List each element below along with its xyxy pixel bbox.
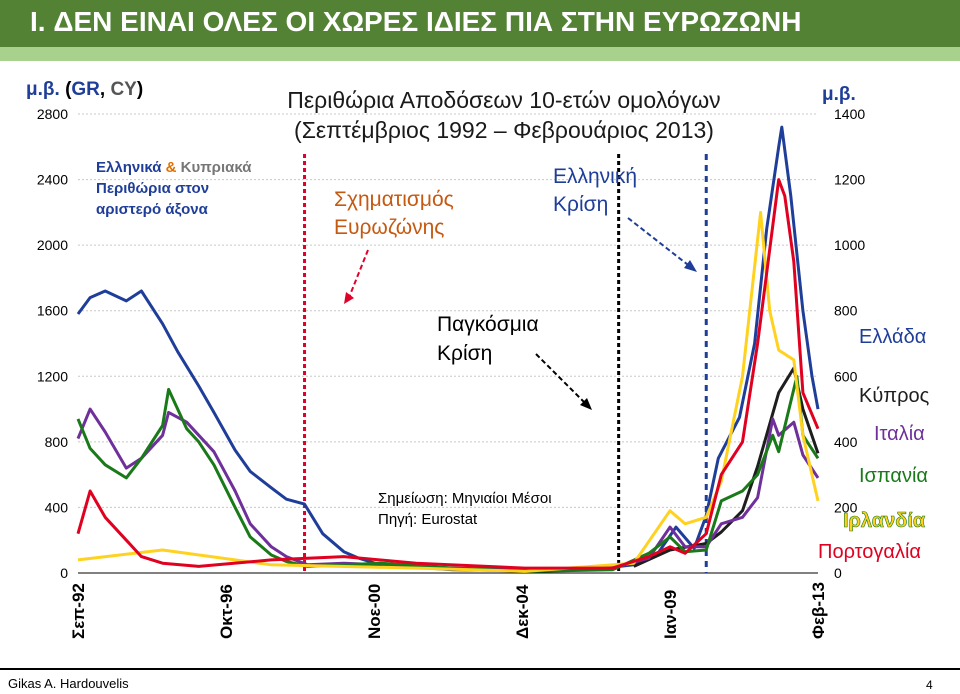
annotation-global-crisis: Παγκόσμια <box>437 313 539 336</box>
spread-chart: 2800240020001600120080040001400120010008… <box>26 79 930 639</box>
y-left-tick-label: 1200 <box>37 368 68 384</box>
left-axis-annotation-line2: Περιθώρια στον <box>96 180 209 197</box>
annotation-greek-crisis: Ελληνική <box>553 165 637 188</box>
legend-label: Πορτογαλία <box>818 541 921 563</box>
x-tick-label: Δεκ-04 <box>513 584 532 639</box>
y-left-tick-label: 0 <box>60 565 68 581</box>
annotation-arrow <box>627 217 693 269</box>
chart-subtitle: (Σεπτέμβριος 1992 – Φεβρουάριος 2013) <box>294 117 714 143</box>
annotation-global-crisis: Κρίση <box>437 342 492 365</box>
annotation-arrow <box>347 249 369 301</box>
annotation-greek-crisis: Κρίση <box>553 193 608 216</box>
series-line <box>76 178 820 570</box>
y-right-tick-label: 1200 <box>834 172 865 188</box>
y-right-tick-label: 600 <box>834 368 858 384</box>
annotation-arrow <box>535 353 587 405</box>
legend-label: Ιρλανδία <box>843 510 926 532</box>
annotation-euro-formation: Ευρωζώνης <box>334 216 444 239</box>
chart-title: Περιθώρια Αποδόσεων 10-ετών ομολόγων <box>287 87 720 113</box>
left-axis-annotation-line3: αριστερό άξονα <box>96 201 209 218</box>
y-left-tick-label: 1600 <box>37 303 68 319</box>
y-right-tick-label: 400 <box>834 434 858 450</box>
y-right-tick-label: 800 <box>834 303 858 319</box>
annotation-arrowhead <box>344 292 354 304</box>
legend-label: Ιταλία <box>874 423 925 445</box>
footer-divider <box>0 668 960 670</box>
left-axis-annotation-line1: Ελληνικά & Κυπριακά <box>96 159 252 176</box>
x-tick-label: Ιαν-09 <box>661 590 680 639</box>
y-right-tick-label: 0 <box>834 565 842 581</box>
y-left-tick-label: 400 <box>45 499 69 515</box>
legend-label: Ελλάδα <box>859 326 926 348</box>
y-right-tick-label: 200 <box>834 499 858 515</box>
right-axis-unit-note: μ.β. <box>822 84 856 105</box>
chart-note: Σημείωση: Μηνιαίοι Μέσοι <box>378 490 552 507</box>
series-line <box>77 210 820 573</box>
y-left-tick-label: 800 <box>45 434 69 450</box>
legend-label: Κύπρος <box>859 385 930 407</box>
annotation-euro-formation: Σχηματισμός <box>334 188 454 211</box>
x-tick-label: Φεβ-13 <box>809 582 828 639</box>
x-tick-label: Νοε-00 <box>365 584 384 639</box>
annotation-arrowhead <box>580 398 592 410</box>
series-line <box>76 374 820 573</box>
page-number: 4 <box>926 678 933 692</box>
left-axis-unit-note: μ.β. (GR, CY) <box>26 79 143 100</box>
y-right-tick-label: 1000 <box>834 237 865 253</box>
slide-header <box>0 0 960 47</box>
legend-label: Ισπανία <box>859 465 928 487</box>
y-left-tick-label: 2800 <box>37 106 68 122</box>
chart-source: Πηγή: Eurostat <box>378 511 478 528</box>
slide-title: I. ΔΕΝ ΕΙΝΑΙ ΟΛΕΣ ΟΙ ΧΩΡΕΣ ΙΔΙΕΣ ΠΙΑ ΣΤΗ… <box>30 6 802 37</box>
y-right-tick-label: 1400 <box>834 106 865 122</box>
header-stripe <box>0 47 960 61</box>
x-tick-label: Οκτ-96 <box>217 584 236 639</box>
footer-author: Gikas A. Hardouvelis <box>8 676 129 691</box>
y-left-tick-label: 2400 <box>37 172 68 188</box>
annotation-arrowhead <box>684 260 697 272</box>
y-left-tick-label: 2000 <box>37 237 68 253</box>
x-tick-label: Σεπ-92 <box>69 583 88 639</box>
